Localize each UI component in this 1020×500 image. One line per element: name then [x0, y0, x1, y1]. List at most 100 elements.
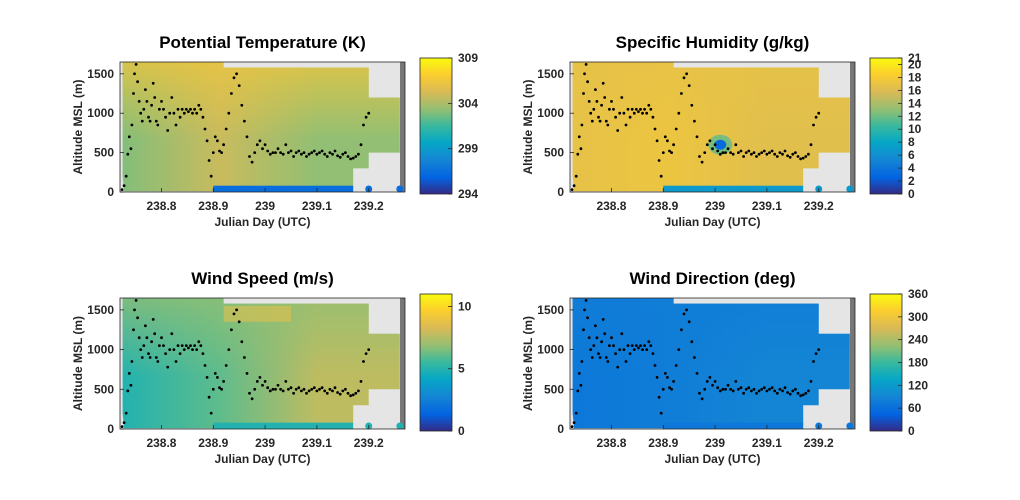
track-point — [292, 155, 295, 158]
colorbar-tick-label: 299 — [458, 142, 478, 156]
track-point — [297, 386, 301, 390]
track-point — [182, 111, 186, 115]
track-point — [253, 151, 257, 155]
track-point — [312, 149, 316, 153]
x-tick-label: 239.1 — [302, 436, 332, 450]
colorbar-tick-label: 0 — [908, 424, 915, 438]
x-tick-label: 239.2 — [354, 436, 384, 450]
track-point — [814, 115, 818, 119]
track-point — [744, 151, 748, 155]
track-point — [589, 111, 593, 115]
track-point — [711, 383, 714, 387]
x-tick-label: 239 — [255, 199, 275, 213]
axes-frame — [119, 61, 406, 193]
track-point — [199, 344, 203, 347]
track-point — [243, 119, 246, 123]
x-axis-label: Julian Day (UTC) — [214, 215, 310, 229]
track-point — [582, 328, 585, 332]
track-point — [653, 364, 657, 367]
surface-strip — [213, 185, 354, 192]
axes-frame — [569, 61, 856, 193]
track-point — [713, 143, 717, 147]
y-tick-label: 1000 — [537, 106, 564, 120]
track-point — [129, 383, 133, 387]
track-point — [724, 151, 727, 155]
track-point — [213, 135, 217, 139]
track-point — [362, 123, 365, 127]
track-point — [279, 387, 282, 391]
track-point — [755, 155, 758, 158]
track-point — [333, 149, 337, 153]
track-point — [300, 152, 303, 156]
colorbar-tick-label: 0 — [908, 187, 915, 201]
track-point — [597, 115, 600, 119]
track-point — [737, 151, 740, 155]
track-point — [600, 340, 603, 344]
track-point — [628, 352, 632, 355]
track-point — [150, 340, 154, 344]
track-point — [222, 143, 226, 147]
track-point — [647, 340, 651, 344]
track-point — [703, 387, 707, 391]
track-point — [357, 389, 360, 393]
track-point — [274, 151, 277, 155]
colorbar-tick-label: 14 — [908, 96, 922, 110]
track-point — [176, 107, 180, 111]
track-point — [731, 389, 735, 393]
track-point — [227, 111, 231, 115]
data-field-upper — [572, 62, 850, 192]
track-point — [572, 184, 576, 188]
track-point — [224, 364, 228, 367]
track-point — [624, 360, 628, 363]
track-point — [674, 127, 678, 131]
track-point — [250, 160, 254, 164]
track-point — [145, 100, 149, 103]
y-axis-label: Altitude MSL (m) — [521, 79, 535, 174]
track-point — [127, 135, 131, 139]
track-point — [172, 348, 176, 351]
track-point — [302, 151, 306, 155]
track-point — [742, 155, 745, 158]
y-tick-label: 500 — [94, 382, 114, 396]
track-point — [775, 155, 779, 158]
track-point — [191, 111, 194, 115]
track-point — [216, 139, 219, 143]
track-point — [122, 184, 126, 188]
track-point — [773, 152, 777, 156]
track-point — [600, 103, 603, 107]
track-point — [120, 425, 124, 428]
colorbar-tick-label: 8 — [908, 135, 915, 149]
track-point — [268, 152, 272, 156]
track-point — [328, 151, 332, 155]
track-point — [799, 157, 802, 161]
data-field-upper — [122, 62, 400, 192]
colorbar-tick-label: 60 — [908, 401, 922, 415]
track-point — [166, 365, 170, 369]
track-point — [218, 149, 221, 153]
track-point — [174, 360, 178, 363]
track-point — [279, 151, 282, 155]
wind-max-band — [223, 305, 291, 322]
colorbar-tick-label: 6 — [908, 148, 915, 162]
track-point — [755, 391, 758, 395]
panel-title: Wind Direction (deg) — [629, 269, 795, 288]
track-point — [721, 387, 725, 391]
track-point — [271, 387, 275, 391]
track-point — [351, 393, 355, 397]
track-point — [690, 340, 694, 344]
track-point — [323, 152, 327, 156]
track-point — [616, 129, 620, 132]
track-point — [294, 387, 298, 391]
track-point — [804, 391, 808, 395]
track-point — [680, 328, 683, 332]
track-point — [614, 115, 617, 119]
track-point — [168, 348, 172, 351]
track-point — [354, 155, 358, 158]
track-point — [757, 389, 761, 393]
colorbar-tick-label: 0 — [458, 424, 465, 438]
track-point — [750, 152, 753, 156]
track-point — [804, 155, 808, 158]
track-point — [213, 372, 217, 375]
track-point — [170, 96, 174, 99]
track-point — [255, 380, 259, 383]
